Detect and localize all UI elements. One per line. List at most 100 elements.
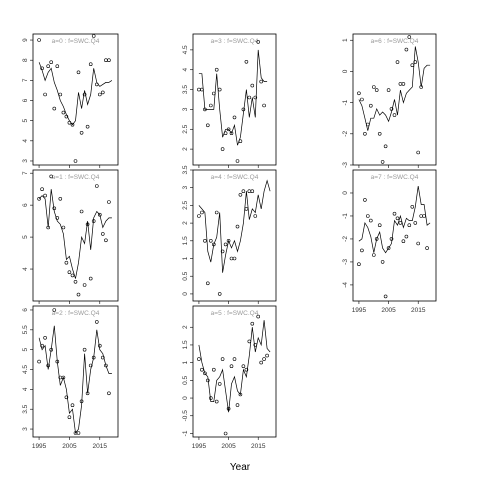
data-point xyxy=(88,363,93,368)
data-point xyxy=(95,184,99,188)
data-point xyxy=(250,83,255,88)
y-tick-label: 0 xyxy=(182,396,189,400)
data-point xyxy=(262,357,266,361)
data-point xyxy=(76,292,81,297)
data-point xyxy=(88,62,93,66)
data-point xyxy=(360,97,364,102)
data-point xyxy=(377,132,382,136)
y-tick-label: 3.5 xyxy=(182,85,189,94)
y-tick-label: 0 xyxy=(342,191,349,195)
data-point xyxy=(104,58,108,63)
data-point xyxy=(64,260,69,265)
y-tick-label: 1 xyxy=(342,38,349,42)
y-tick-label: 4 xyxy=(22,267,29,271)
data-point xyxy=(104,238,108,243)
panel-frame xyxy=(192,33,277,166)
data-point xyxy=(40,187,44,191)
data-point xyxy=(374,88,379,92)
y-tick-label: 6 xyxy=(22,203,29,207)
data-point xyxy=(214,399,219,404)
y-tick-label: 1 xyxy=(182,256,189,260)
y-tick-label: -3 xyxy=(342,259,349,265)
data-point xyxy=(37,359,41,364)
data-point xyxy=(253,95,258,100)
panel-frame xyxy=(32,33,119,166)
data-point xyxy=(43,193,47,198)
data-point xyxy=(220,147,225,151)
y-tick-label: 4 xyxy=(22,387,29,391)
data-point xyxy=(200,210,204,215)
y-tick-label: 3 xyxy=(182,186,189,190)
data-point xyxy=(82,92,87,97)
data-point xyxy=(203,239,207,243)
data-point xyxy=(232,256,237,261)
fitted-line xyxy=(198,320,271,413)
data-point xyxy=(404,234,409,239)
y-tick-label: 2 xyxy=(182,147,189,151)
fitted-line xyxy=(358,186,431,254)
data-point xyxy=(107,391,111,396)
data-point xyxy=(206,281,210,286)
data-point xyxy=(371,253,376,257)
data-point xyxy=(70,403,75,408)
data-point xyxy=(37,197,41,201)
y-tick-label: 0.5 xyxy=(182,375,189,384)
data-point xyxy=(425,246,429,250)
data-point xyxy=(49,174,54,179)
y-tick-label: 2 xyxy=(182,221,189,225)
data-point xyxy=(235,224,240,229)
data-point xyxy=(416,150,421,155)
data-point xyxy=(223,242,228,247)
data-point xyxy=(82,283,87,287)
data-point xyxy=(419,214,424,218)
data-point xyxy=(197,87,201,92)
facet-panel-0: a=0 : f=SWC.Q4 3 4 5 6 7 8 9 xyxy=(22,33,119,168)
data-point xyxy=(55,216,60,220)
facet-panel-1: a=1 : f=SWC.Q4 4 5 6 7 xyxy=(22,169,119,304)
y-tick-label: 1.5 xyxy=(182,236,189,245)
data-point xyxy=(104,363,108,368)
y-tick-label: 5 xyxy=(22,235,29,239)
x-tick-label: 2015 xyxy=(251,443,266,450)
data-point xyxy=(380,260,385,264)
data-point xyxy=(214,210,219,215)
panel-title: a=7 : f=SWC.Q4 xyxy=(371,174,419,181)
data-point xyxy=(363,132,367,136)
data-point xyxy=(61,110,66,115)
data-point xyxy=(232,115,237,120)
data-point xyxy=(229,131,234,135)
data-point xyxy=(46,64,51,68)
data-point xyxy=(85,124,90,129)
data-point xyxy=(368,218,373,223)
data-point xyxy=(52,308,57,312)
data-point xyxy=(209,239,213,243)
y-tick-label: 3.5 xyxy=(182,165,189,174)
data-point xyxy=(64,395,69,400)
y-tick-label: 5 xyxy=(22,347,29,351)
facet-panel-2: a=2 : f=SWC.Q4 3 3.5 4 4.5 5 5.5 6 1995 2005 2015 xyxy=(22,305,119,450)
data-point xyxy=(229,256,234,261)
y-tick-label: 8 xyxy=(22,58,29,62)
data-point xyxy=(416,241,421,246)
data-point xyxy=(73,159,78,163)
data-point xyxy=(244,207,249,211)
data-point xyxy=(98,343,102,348)
facet-panel-4: a=4 : f=SWC.Q4 0 0.5 1 1.5 2 2.5 3 3.5 xyxy=(182,165,277,304)
y-tick-label: 4.5 xyxy=(22,365,29,374)
fitted-line xyxy=(38,62,113,126)
data-point xyxy=(241,107,246,112)
data-point xyxy=(101,90,105,95)
data-point xyxy=(413,221,418,225)
data-point xyxy=(49,60,54,65)
data-point xyxy=(82,347,87,352)
data-point xyxy=(238,193,243,197)
data-point xyxy=(79,131,84,135)
data-point xyxy=(392,113,397,117)
data-point xyxy=(380,160,385,164)
y-tick-label: 0 xyxy=(342,69,349,73)
data-point xyxy=(76,70,81,75)
y-tick-label: 0 xyxy=(182,292,189,296)
data-point xyxy=(101,355,105,360)
panel-title: a=1 : f=SWC.Q4 xyxy=(52,174,100,181)
panel-title: a=0 : f=SWC.Q4 xyxy=(52,38,100,45)
